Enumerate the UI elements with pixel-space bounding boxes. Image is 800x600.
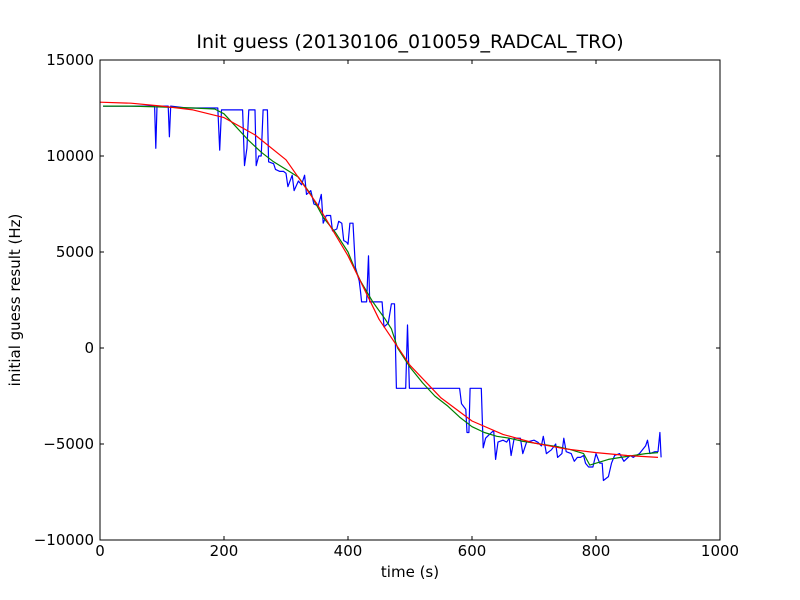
chart-title: Init guess (20130106_010059_RADCAL_TRO) [196, 31, 623, 53]
series-line-1 [103, 105, 659, 466]
x-tick-label: 800 [582, 542, 611, 560]
y-tick-label: −5000 [43, 435, 94, 453]
plot-area: 0 200 400 600 800 1000 −10000 −5000 0 5000 10000 15… [34, 51, 739, 560]
y-axis-label: initial guess result (Hz) [6, 214, 24, 387]
axes-frame [99, 59, 721, 541]
y-tick-label: 5000 [56, 243, 94, 261]
x-tick-label: 200 [210, 542, 239, 560]
x-tick-label: 1000 [701, 542, 739, 560]
y-tick-label: 0 [84, 339, 94, 357]
y-tick-label: 10000 [46, 147, 94, 165]
y-tick-label: −10000 [34, 531, 94, 549]
series-line-2 [100, 101, 659, 458]
series-line-0 [103, 105, 662, 482]
x-axis-label: time (s) [381, 563, 439, 581]
ticks-layer: 0 200 400 600 800 1000 −10000 −5000 0 5000 10000 15… [34, 51, 739, 560]
x-tick-label: 400 [334, 542, 363, 560]
y-tick-label: 15000 [46, 51, 94, 69]
series-layer [100, 101, 662, 482]
x-tick-label: 600 [458, 542, 487, 560]
x-tick-label: 0 [95, 542, 105, 560]
